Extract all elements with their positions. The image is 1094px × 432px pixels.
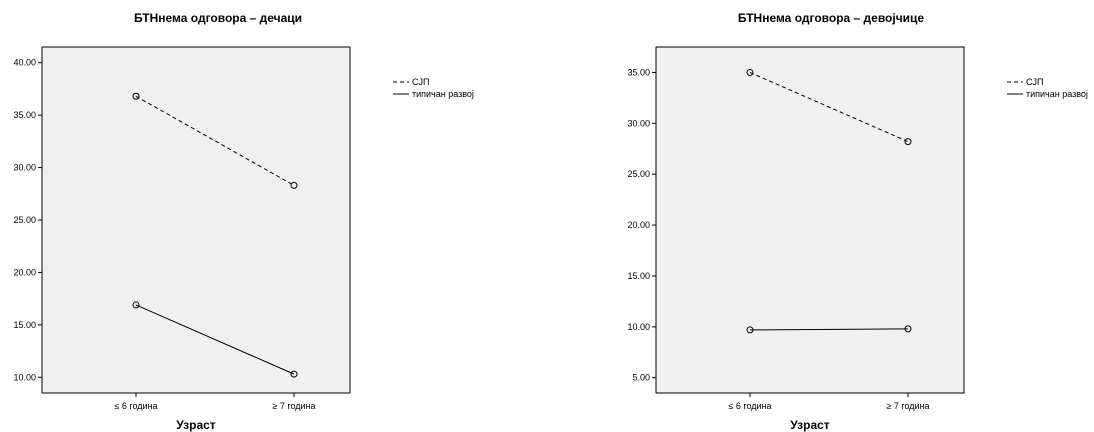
y-tick-label: 25.00	[627, 169, 650, 179]
x-tick-label: ≥ 7 година	[886, 401, 929, 411]
data-point	[290, 370, 298, 378]
data-point	[746, 68, 754, 76]
y-tick-label: 40.00	[13, 58, 36, 68]
series-line-2	[135, 304, 295, 375]
x-axis-title: Узраст	[176, 418, 216, 432]
series-line-1	[749, 71, 909, 143]
x-axis-title: Узраст	[790, 418, 830, 432]
y-tick-label: 15.00	[13, 320, 36, 330]
legend-label: типичан развој	[1026, 89, 1088, 99]
y-tick-label: 5.00	[632, 373, 650, 383]
series-line-2	[749, 328, 909, 331]
y-tick-label: 25.00	[13, 215, 36, 225]
y-tick-label: 30.00	[627, 118, 650, 128]
plot-area	[655, 46, 965, 394]
x-tick-label: ≥ 7 година	[272, 401, 315, 411]
data-point	[746, 326, 754, 334]
legend-label: СЈП	[1026, 77, 1043, 87]
x-tick-label: ≤ 6 година	[114, 401, 157, 411]
data-point	[904, 138, 912, 146]
chart-title: БТНнема одговора – дечаци	[134, 11, 302, 25]
y-tick-label: 20.00	[13, 267, 36, 277]
y-tick-label: 35.00	[13, 110, 36, 120]
chart-2: БТНнема одговора – девојчице 5.00 10.00 15.…	[627, 11, 1087, 432]
y-tick-label: 10.00	[627, 322, 650, 332]
chart-1: БТНнема одговора – дечаци 10.00 15.00 20.00…	[13, 11, 473, 432]
data-point	[132, 92, 140, 100]
y-tick-label: 15.00	[627, 271, 650, 281]
chart-title: БТНнема одговора – девојчице	[738, 11, 925, 25]
y-tick-label: 10.00	[13, 372, 36, 382]
series-line-1	[135, 95, 295, 186]
data-point	[132, 301, 140, 309]
legend-label: типичан развој	[412, 89, 474, 99]
plot-area	[41, 46, 351, 394]
y-tick-label: 20.00	[627, 220, 650, 230]
y-tick-label: 30.00	[13, 163, 36, 173]
legend-label: СЈП	[412, 77, 429, 87]
data-point	[904, 325, 912, 333]
y-tick-label: 35.00	[627, 67, 650, 77]
data-point	[290, 181, 298, 189]
x-tick-label: ≤ 6 година	[728, 401, 771, 411]
